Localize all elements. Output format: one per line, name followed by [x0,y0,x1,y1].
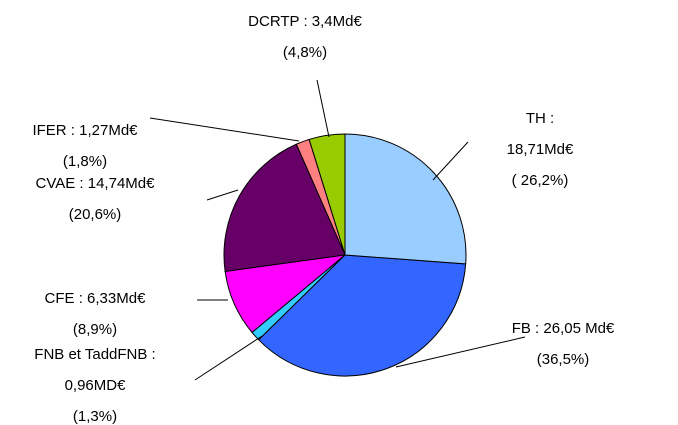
leader-lines [149,79,526,381]
slice-percent: (4,8%) [282,44,328,61]
leader-line [194,335,263,381]
slice-percent: (1,3%) [72,408,118,425]
slice-label: FB : 26,05 Md€ (36,5%) [483,313,643,375]
slice-percent: (8,9%) [72,321,118,338]
slice-label: IFER : 1,27Md€ (1,8%) [5,115,165,177]
slice-name: FB : 26,05 Md€ [511,320,615,337]
slice-name: CVAE : 14,74Md€ [35,175,155,192]
slice-name: DCRTP : 3,4Md€ [248,13,362,30]
slice-percent: (1,8%) [62,153,108,170]
slice-label: DCRTP : 3,4Md€ (4,8%) [225,6,385,68]
pie-slice [223,143,346,273]
slice-percent: (20,6%) [68,206,122,223]
leader-line [149,117,300,142]
leader-line [316,79,330,138]
slice-label: FNB et TaddFNB : 0,96MD€ (1,3%) [28,339,163,425]
slice-name: TH : 18,71Md€ [506,110,574,158]
slice-label: CFE : 6,33Md€ (8,9%) [15,283,175,345]
slice-label: CVAE : 14,74Md€ (20,6%) [15,168,175,230]
slice-percent: (36,5%) [536,351,590,368]
slice-label: TH : 18,71Md€ ( 26,2%) [505,103,575,196]
pie-slice [257,254,467,377]
leader-line [432,141,469,181]
slice-name: IFER : 1,27Md€ [32,122,138,139]
slice-percent: ( 26,2%) [511,172,569,189]
pie-slice [344,133,467,265]
leader-line [395,336,526,368]
slice-name: CFE : 6,33Md€ [44,290,146,307]
leader-line [206,189,239,201]
slice-name: FNB et TaddFNB : 0,96MD€ [34,346,156,394]
